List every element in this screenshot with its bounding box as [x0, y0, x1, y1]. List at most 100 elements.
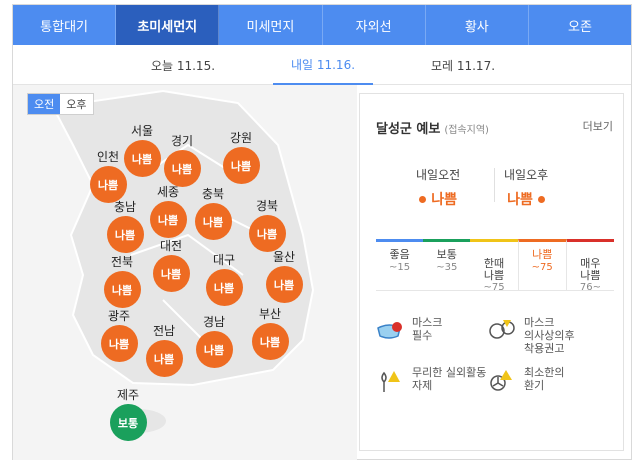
region-name: 부산 — [258, 307, 282, 321]
status-bubble[interactable]: 나쁨 — [145, 340, 183, 377]
tip-text: 마스크 필수 — [412, 316, 443, 342]
region-name: 경남 — [202, 315, 226, 329]
region-name: 대전 — [159, 239, 183, 253]
status-bubble[interactable]: 나쁨 — [205, 269, 243, 306]
status-bubble[interactable]: 나쁨 — [222, 147, 260, 184]
status-bubble[interactable]: 나쁨 — [194, 203, 232, 240]
region-chungbuk: 충북 나쁨 — [178, 185, 248, 240]
tip-min-ventilation: 최소한의 환기 — [488, 364, 608, 404]
forecast-title: 달성군 예보 (접속지역) — [376, 118, 489, 137]
region-gyeonggi: 경기 나쁨 — [147, 132, 217, 187]
outdoor-warning-icon — [381, 371, 400, 392]
day-selector: 오늘 11.15. 내일 11.16. 모레 11.17. — [13, 45, 631, 85]
tab-uv[interactable]: 자외선 — [323, 5, 426, 45]
tab-ozone[interactable]: 오존 — [567, 19, 592, 35]
forecast-pm: 내일오후 나쁨 — [504, 166, 548, 209]
day-today[interactable]: 오늘 11.15. — [150, 58, 216, 73]
grade-range: ~35 — [436, 262, 458, 273]
grade-label: 한때 나쁨 — [483, 257, 505, 282]
status-bubble[interactable]: 나쁨 — [149, 201, 187, 238]
grade-label: 보통 — [436, 248, 457, 261]
region-name: 인천 — [96, 150, 120, 164]
dust-widget: 통합대기 초미세먼지 미세먼지 자외선 황사 오존 오늘 11.15. 내일 1… — [12, 4, 632, 460]
forecast-pm-label: 내일오후 — [504, 168, 549, 182]
tip-mask-required: 마스크 필수 — [376, 314, 496, 354]
ventilation-icon — [490, 370, 512, 391]
grade-range: ~75 — [483, 282, 505, 293]
status-bubble[interactable]: 나쁨 — [265, 266, 303, 303]
region-gyeongnam: 경남 나쁨 — [179, 313, 249, 368]
day-tomorrow[interactable]: 내일 11.16. — [273, 45, 373, 85]
status-bubble[interactable]: 나쁨 — [89, 166, 127, 203]
region-name: 경북 — [255, 199, 279, 213]
status-bubble[interactable]: 나쁨 — [106, 216, 144, 253]
tab-yellow-dust[interactable]: 황사 — [426, 5, 529, 45]
region-daegu: 대구 나쁨 — [189, 251, 259, 306]
forecast-location: 달성군 예보 — [376, 122, 441, 137]
region-gwangju: 광주 나쁨 — [84, 307, 154, 362]
region-incheon: 인천 나쁨 — [73, 148, 143, 203]
region-name: 강원 — [229, 131, 253, 145]
more-link[interactable]: 더보기 — [582, 120, 613, 133]
forecast-am-label: 내일오전 — [416, 168, 461, 182]
grade-range: 76~ — [579, 282, 601, 293]
grade-range: ~75 — [531, 262, 553, 273]
forecast-pm-value: 나쁨 — [507, 192, 533, 208]
status-dot-icon — [419, 196, 427, 203]
status-bubble[interactable]: 나쁨 — [100, 325, 138, 362]
region-busan: 부산 나쁨 — [235, 305, 305, 360]
region-name: 서울 — [130, 124, 154, 138]
region-name: 세종 — [156, 185, 180, 199]
tab-integrated-air[interactable]: 통합대기 — [13, 5, 117, 45]
tip-text: 무리한 실외활동 자제 — [412, 366, 487, 392]
grade-range: ~15 — [389, 262, 411, 273]
divider — [494, 168, 495, 202]
region-jeonnam: 전남 나쁨 — [129, 322, 199, 377]
grade-label: 나쁨 — [532, 248, 553, 261]
region-name: 충북 — [201, 187, 225, 201]
forecast-subtitle: (접속지역) — [444, 125, 489, 136]
status-bubble[interactable]: 나쁨 — [251, 323, 289, 360]
region-sejong: 세종 나쁨 — [133, 183, 203, 238]
status-dot-icon — [538, 196, 546, 203]
grade-very-bad: 매우 나쁨 76~ — [566, 239, 615, 293]
grade-bad-current: 나쁨 ~75 — [517, 239, 567, 290]
status-bubble[interactable]: 나쁨 — [103, 271, 141, 308]
region-jeonbuk: 전북 나쁨 — [87, 253, 157, 308]
region-name: 전남 — [152, 324, 176, 338]
status-bubble[interactable]: 보통 — [109, 404, 147, 441]
elderly-child-icon — [489, 320, 515, 339]
korea-map: 오전 오후 서울 나쁨 경기 나쁨 강원 나쁨 인천 나쁨 세종 나쁨 충북 나… — [13, 85, 357, 460]
tab-ultrafine-dust[interactable]: 초미세먼지 — [116, 5, 220, 45]
region-name: 경기 — [170, 134, 194, 148]
region-jeju: 제주 보통 — [93, 386, 163, 441]
pollutant-tabs: 통합대기 초미세먼지 미세먼지 자외선 황사 오존 — [13, 5, 631, 45]
region-name: 충남 — [113, 200, 137, 214]
region-seoul: 서울 나쁨 — [107, 122, 177, 177]
ampm-toggle: 오전 오후 — [27, 93, 94, 115]
mask-icon — [377, 322, 402, 339]
status-bubble[interactable]: 나쁨 — [248, 215, 286, 252]
region-name: 제주 — [116, 388, 140, 402]
status-bubble[interactable]: 나쁨 — [195, 331, 233, 368]
region-name: 울산 — [272, 250, 296, 264]
region-name: 대구 — [212, 253, 236, 267]
grade-sometimes-bad: 한때 나쁨 ~75 — [470, 239, 518, 293]
day-after-tomorrow[interactable]: 모레 11.17. — [430, 58, 496, 73]
grade-good: 좋음 ~15 — [376, 239, 424, 290]
am-button[interactable]: 오전 — [28, 94, 61, 114]
region-ulsan: 울산 나쁨 — [249, 248, 319, 303]
region-daejeon: 대전 나쁨 — [136, 237, 206, 292]
grade-normal: 보통 ~35 — [423, 239, 471, 290]
tab-fine-dust[interactable]: 미세먼지 — [219, 5, 323, 45]
status-bubble[interactable]: 나쁨 — [123, 140, 161, 177]
tip-text: 최소한의 환기 — [524, 366, 565, 392]
tip-text: 마스크 의사상의후 착용권고 — [524, 316, 575, 355]
region-name: 광주 — [107, 309, 131, 323]
forecast-am-value: 나쁨 — [431, 192, 458, 208]
status-bubble[interactable]: 나쁨 — [163, 150, 201, 187]
pm-button[interactable]: 오후 — [66, 98, 87, 111]
grade-label: 좋음 — [389, 248, 410, 261]
forecast-panel: 달성군 예보 (접속지역) 더보기 내일오전 나쁨 내일오후 나쁨 좋음 ~15 … — [359, 93, 624, 451]
status-bubble[interactable]: 나쁨 — [152, 255, 190, 292]
